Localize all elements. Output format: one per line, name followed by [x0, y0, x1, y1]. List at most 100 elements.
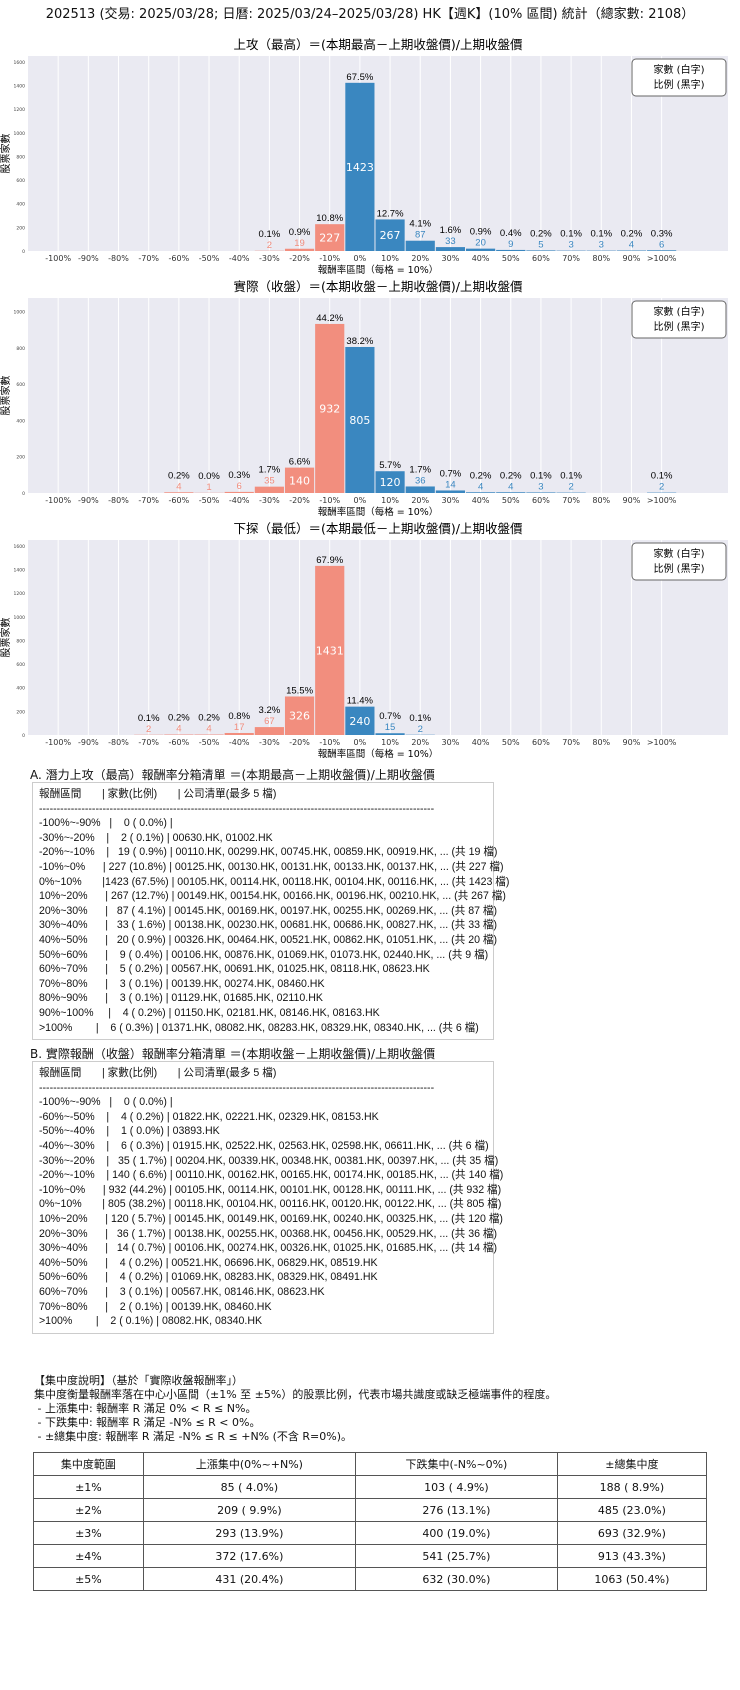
- x-axis-label: 報酬率區間（每格 = 10%）: [318, 264, 439, 276]
- bar: [345, 82, 375, 251]
- bar-count-label: 120: [380, 476, 401, 489]
- table-cell: ±1%: [33, 1475, 144, 1499]
- table-cell: 85 ( 4.0%): [142, 1475, 356, 1499]
- bar: [284, 696, 315, 735]
- y-tick-label: 600: [16, 662, 25, 668]
- table-cell: 913 (43.3%): [556, 1544, 708, 1568]
- bar-count-label: 932: [319, 402, 340, 415]
- list-row: -100%~-90% | 0 ( 0.0%) |: [39, 817, 173, 830]
- bar-count-label: 67: [264, 716, 275, 727]
- x-tick-label: 70%: [562, 254, 580, 263]
- list-row: 20%~30% | 87 ( 4.1%) | 00145.HK, 00169.H…: [39, 904, 498, 917]
- bar-count-label: 1431: [316, 644, 344, 657]
- table-cell: ±5%: [33, 1567, 144, 1591]
- bar-count-label: 3: [568, 240, 573, 251]
- x-tick-label: 20%: [411, 496, 429, 505]
- list-row: -20%~-10% | 140 ( 6.6%) | 00110.HK, 0016…: [39, 1169, 504, 1182]
- table-cell: 632 (30.0%): [354, 1567, 558, 1591]
- bar: [375, 733, 405, 735]
- bar-percent-label: 44.2%: [316, 313, 343, 324]
- bar-percent-label: 6.6%: [289, 457, 311, 468]
- list-row: -30%~-20% | 2 ( 0.1%) | 00630.HK, 01002.…: [39, 831, 273, 844]
- table-cell: 541 (25.7%): [354, 1544, 558, 1568]
- x-tick-label: 20%: [411, 254, 429, 263]
- bar-percent-label: 0.8%: [228, 711, 250, 722]
- x-tick-label: 20%: [411, 738, 429, 747]
- y-tick-label: 1200: [14, 107, 26, 113]
- bar-count-label: 19: [294, 238, 305, 249]
- y-tick-label: 0: [22, 249, 25, 255]
- x-tick-label: 0%: [354, 738, 367, 747]
- bar-count-label: 2: [418, 724, 423, 735]
- bar: [496, 249, 526, 251]
- bar-count-label: 140: [289, 474, 310, 487]
- x-tick-label: -80%: [108, 496, 129, 505]
- bar-count-label: 6: [659, 239, 664, 250]
- concentration-table-header: 集中度範圍 上漲集中(0%~+N%) 下跌集中(-N%~0%) ±總集中度: [33, 1452, 708, 1476]
- x-axis-label: 報酬率區間（每格 = 10%）: [318, 748, 439, 760]
- list-row: 0%~10% |1423 (67.5%) | 00105.HK, 00114.H…: [39, 875, 510, 888]
- explanation-line: - ±總集中度: 報酬率 R 滿足 -N% ≤ R ≤ +N% (不含 R=0%…: [34, 1430, 353, 1443]
- table-cell: 693 (32.9%): [556, 1521, 708, 1545]
- bar-count-label: 20: [475, 238, 486, 249]
- table-cell: ±3%: [33, 1521, 144, 1545]
- list-row: 40%~50% | 4 ( 0.2%) | 00521.HK, 06696.HK…: [39, 1256, 378, 1269]
- bar-percent-label: 4.1%: [409, 219, 431, 230]
- bar-count-label: 33: [445, 236, 456, 247]
- x-tick-label: >100%: [647, 254, 677, 263]
- x-tick-label: 10%: [381, 254, 399, 263]
- x-tick-label: -50%: [199, 254, 220, 263]
- explanation-line: - 下跌集中: 報酬率 R 滿足 -N% ≤ R < 0%。: [34, 1416, 261, 1429]
- x-tick-label: -10%: [319, 496, 340, 505]
- bar-count-label: 240: [349, 715, 370, 728]
- bar-percent-label: 0.1%: [590, 229, 612, 240]
- table-cell: 485 (23.0%): [556, 1498, 708, 1522]
- bar-percent-label: 0.7%: [379, 711, 401, 722]
- bar-count-label: 6: [237, 481, 242, 492]
- y-tick-label: 800: [16, 154, 25, 160]
- table-cell: 431 (20.4%): [142, 1567, 356, 1591]
- x-tick-label: -30%: [259, 254, 280, 263]
- bar: [466, 492, 496, 493]
- bar-count-label: 4: [629, 240, 634, 251]
- x-tick-label: 10%: [381, 496, 399, 505]
- bar: [466, 248, 496, 251]
- chart-high-return: 上攻（最高）＝(本期最高－上期收盤價)/上期收盤價 0 200 400 600 800 10…: [0, 37, 728, 276]
- bar-percent-label: 0.1%: [651, 471, 673, 482]
- list-row: -100%~-90% | 0 ( 0.0%) |: [39, 1096, 173, 1109]
- bar-count-label: 805: [349, 414, 370, 427]
- list-row: 30%~40% | 14 ( 0.7%) | 00106.HK, 00274.H…: [39, 1242, 498, 1255]
- x-tick-label: -10%: [319, 738, 340, 747]
- bar-percent-label: 3.2%: [259, 705, 281, 716]
- x-tick-label: 50%: [502, 254, 520, 263]
- bar-percent-label: 1.6%: [440, 225, 462, 236]
- bar-percent-label: 0.3%: [228, 470, 250, 481]
- x-tick-label: -40%: [229, 254, 250, 263]
- list-row: -10%~0% | 227 (10.8%) | 00125.HK, 00130.…: [39, 860, 504, 873]
- explanation-line: 集中度衡量報酬率落在中心小區間（±1% 至 ±5%）的股票比例，代表市場共識度或…: [34, 1388, 557, 1401]
- column-header: 下跌集中(-N%~0%): [354, 1452, 558, 1476]
- y-tick-label: 0: [22, 491, 25, 497]
- x-tick-label: -90%: [78, 496, 99, 505]
- explanation-line: - 上漲集中: 報酬率 R 滿足 0% < R ≤ N%。: [34, 1402, 257, 1415]
- concentration-explanation: 【集中度說明】（基於「實際收盤報酬率」） 集中度衡量報酬率落在中心小區間（±1% …: [34, 1374, 556, 1444]
- x-tick-label: -30%: [259, 496, 280, 505]
- list-row: 50%~60% | 9 ( 0.4%) | 00106.HK, 00876.HK…: [39, 948, 489, 961]
- x-tick-label: 60%: [532, 738, 550, 747]
- list-row: 60%~70% | 3 ( 0.1%) | 00567.HK, 08146.HK…: [39, 1285, 325, 1298]
- list-row: >100% | 6 ( 0.3%) | 01371.HK, 08082.HK, …: [39, 1021, 479, 1034]
- bar-percent-label: 0.9%: [289, 227, 311, 238]
- list-row: 50%~60% | 4 ( 0.2%) | 01069.HK, 08283.HK…: [39, 1271, 378, 1284]
- bar-count-label: 4: [508, 481, 513, 492]
- bar-percent-label: 10.8%: [316, 213, 343, 224]
- x-tick-label: -50%: [199, 496, 220, 505]
- list-row: 90%~100% | 4 ( 0.2%) | 01150.HK, 02181.H…: [39, 1006, 380, 1019]
- x-tick-label: -20%: [289, 738, 310, 747]
- bar: [284, 248, 315, 251]
- column-header: ±總集中度: [556, 1452, 708, 1476]
- chart-close-return: 實際（收盤）＝(本期收盤－上期收盤價)/上期收盤價020040060080010…: [0, 279, 728, 518]
- y-tick-label: 1200: [14, 591, 26, 597]
- table-cell: 293 (13.9%): [142, 1521, 356, 1545]
- bar-count-label: 4: [176, 481, 181, 492]
